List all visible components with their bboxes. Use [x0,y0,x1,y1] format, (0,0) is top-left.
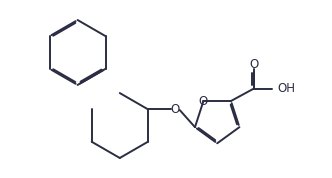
Text: O: O [249,58,258,71]
Text: O: O [171,103,180,116]
Text: OH: OH [278,82,296,95]
Text: O: O [199,95,208,108]
